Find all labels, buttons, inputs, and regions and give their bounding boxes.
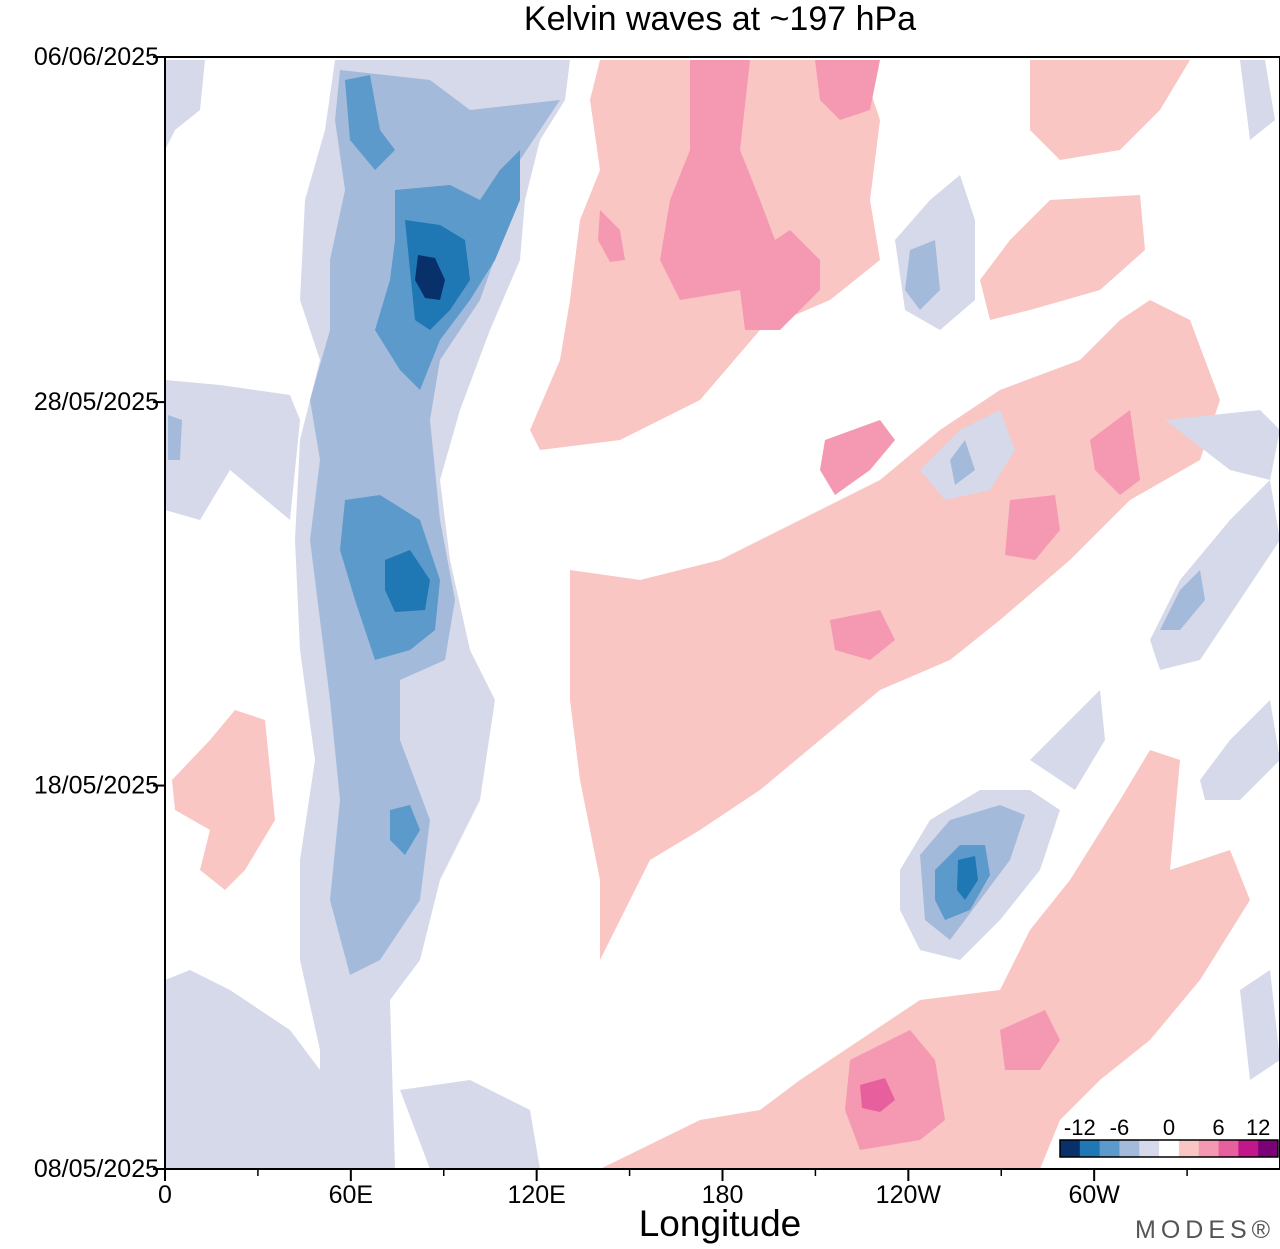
- colorbar-swatch: [1159, 1140, 1180, 1157]
- x-tick-label: 60W: [1068, 1181, 1120, 1209]
- positive-west-outer: [172, 710, 275, 890]
- colorbar-swatch: [1060, 1140, 1081, 1157]
- colorbar-swatch: [1099, 1140, 1120, 1157]
- negative-contour-fill: [165, 970, 330, 1169]
- colorbar-swatch: [1258, 1140, 1279, 1157]
- negative-low-core: [957, 856, 978, 900]
- y-axis: 08/05/2025 18/05/2025 28/05/2025 06/06/2025: [34, 43, 165, 1183]
- negative-east-outer: [1030, 690, 1105, 790]
- positive-band-outer: [570, 300, 1220, 960]
- negative-contour-fill: [165, 380, 300, 520]
- colorbar-swatch: [1218, 1140, 1239, 1157]
- x-tick-label: 120W: [876, 1181, 942, 1209]
- negative-band-mid: [310, 70, 560, 975]
- negative-east-mid: [1160, 570, 1205, 630]
- colorbar-swatch: [1139, 1140, 1160, 1157]
- negative-band-inner: [390, 805, 420, 855]
- colorbar-swatch: [1198, 1140, 1220, 1157]
- x-axis: 0 60E 120E 180 120W 60W: [158, 1169, 1188, 1209]
- negative-contour-fill: [1240, 60, 1275, 140]
- colorbar-label: -6: [1110, 1115, 1130, 1140]
- positive-tongue-mid: [815, 60, 880, 120]
- colorbar-frame: [1059, 1139, 1279, 1158]
- colorbar-label: 6: [1212, 1115, 1224, 1140]
- positive-tongue-mid: [598, 210, 625, 262]
- positive-lower-mid: [845, 1030, 945, 1150]
- y-tick-label: 18/05/2025: [34, 772, 159, 800]
- colorbar: -12 -6 0 6 12: [1059, 1115, 1279, 1158]
- colorbar-label: 12: [1246, 1115, 1270, 1140]
- negative-band-core: [385, 550, 430, 612]
- x-tick-label: 0: [158, 1181, 172, 1209]
- negative-east-mid: [950, 440, 975, 485]
- chart-title: Kelvin waves at ~197 hPa: [524, 0, 916, 38]
- negative-east-mid: [905, 240, 940, 310]
- colorbar-swatch: [1238, 1140, 1259, 1157]
- negative-band-inner: [345, 75, 395, 170]
- negative-band-peak: [415, 255, 445, 300]
- positive-band-outer: [1030, 60, 1190, 160]
- y-tick-label: 28/05/2025: [34, 388, 159, 416]
- modes-watermark: MODES®: [1135, 1216, 1275, 1244]
- colorbar-swatch: [1119, 1140, 1140, 1157]
- positive-tongue-mid: [660, 60, 820, 330]
- positive-lower-outer: [600, 750, 1250, 1169]
- positive-band-outer: [980, 195, 1145, 320]
- x-tick-label: 120E: [507, 1181, 565, 1209]
- anomaly-field: [165, 60, 1280, 1169]
- negative-contour-fill: [165, 60, 205, 150]
- x-tick-label: 60E: [329, 1181, 373, 1209]
- colorbar-label: 0: [1163, 1115, 1175, 1140]
- colorbar-label: -12: [1064, 1115, 1096, 1140]
- positive-band-mid: [830, 610, 895, 660]
- y-tick-label: 06/06/2025: [34, 43, 159, 71]
- colorbar-swatch: [1079, 1140, 1101, 1157]
- negative-east-outer: [1200, 700, 1280, 800]
- negative-east-outer: [1165, 410, 1280, 480]
- positive-band-mid: [1005, 495, 1060, 560]
- positive-lower-core: [860, 1078, 895, 1112]
- negative-east-mid: [168, 415, 182, 460]
- negative-contour-fill: [400, 1080, 540, 1169]
- y-tick-label: 08/05/2025: [34, 1155, 159, 1183]
- negative-east-outer: [1240, 970, 1280, 1080]
- positive-lower-mid: [1000, 1010, 1060, 1070]
- positive-band-mid: [820, 420, 895, 495]
- x-tick-label: 180: [702, 1181, 744, 1209]
- positive-band-mid: [1090, 410, 1140, 495]
- x-axis-label: Longitude: [639, 1203, 802, 1244]
- colorbar-swatch: [1178, 1140, 1200, 1157]
